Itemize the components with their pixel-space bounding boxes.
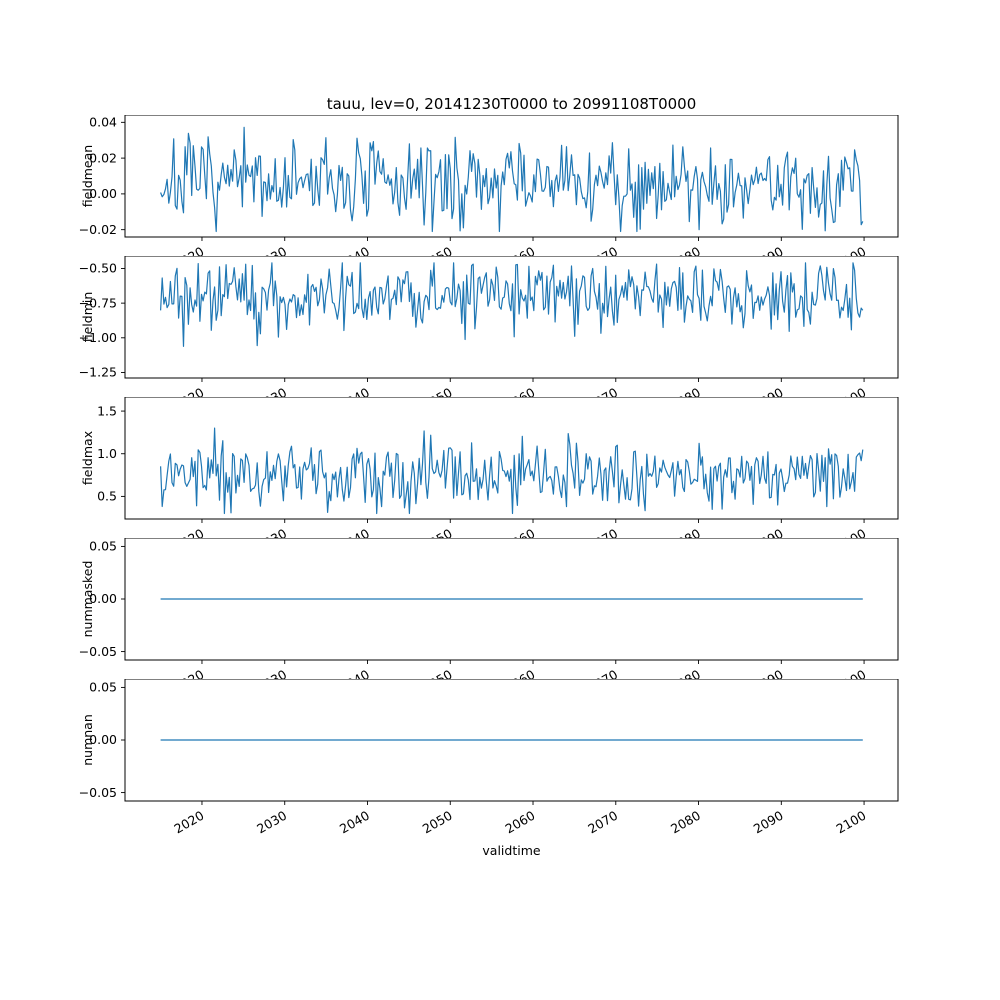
plot-numnan: −0.05 0.00 0.05 2020 2030 2040 2050 2060 2070 208… — [79, 679, 899, 837]
svg-text:0.04: 0.04 — [89, 115, 117, 130]
svg-text:2020: 2020 — [171, 808, 206, 837]
svg-text:0.5: 0.5 — [97, 489, 117, 504]
plot-fieldmean: −0.020.000.020.0420202030204020502060207… — [79, 115, 899, 273]
svg-text:2090: 2090 — [751, 808, 786, 837]
plot-fieldmax: 0.51.01.52020203020402050206020702080209… — [97, 397, 899, 555]
svg-text:2050: 2050 — [420, 808, 455, 837]
svg-text:−0.75: −0.75 — [79, 295, 117, 310]
x-axis-title: validtime — [482, 843, 541, 858]
svg-text:−0.02: −0.02 — [79, 222, 117, 237]
svg-text:−0.50: −0.50 — [79, 261, 117, 276]
plot-fieldmin: −1.25−1.00−0.75−0.5020202030204020502060… — [79, 256, 899, 414]
svg-text:0.05: 0.05 — [89, 680, 117, 695]
svg-text:0.02: 0.02 — [89, 150, 117, 165]
svg-text:−0.05: −0.05 — [79, 644, 117, 659]
svg-text:0.05: 0.05 — [89, 539, 117, 554]
svg-text:1.0: 1.0 — [97, 446, 117, 461]
svg-text:2080: 2080 — [668, 808, 703, 837]
svg-text:0.00: 0.00 — [89, 591, 117, 606]
svg-text:−1.25: −1.25 — [79, 365, 117, 380]
svg-text:2060: 2060 — [502, 808, 537, 837]
svg-text:−0.05: −0.05 — [79, 785, 117, 800]
svg-text:−1.00: −1.00 — [79, 330, 117, 345]
svg-text:0.00: 0.00 — [89, 732, 117, 747]
svg-text:2100: 2100 — [834, 808, 869, 837]
svg-text:2070: 2070 — [585, 808, 620, 837]
svg-text:1.5: 1.5 — [97, 403, 117, 418]
svg-text:0.00: 0.00 — [89, 186, 117, 201]
svg-text:2040: 2040 — [337, 808, 372, 837]
chart-title: tauu, lev=0, 20141230T0000 to 20991108T0… — [326, 95, 697, 113]
plot-nummasked: −0.050.000.05202020302040205020602070208… — [79, 538, 899, 696]
svg-text:2030: 2030 — [254, 808, 289, 837]
